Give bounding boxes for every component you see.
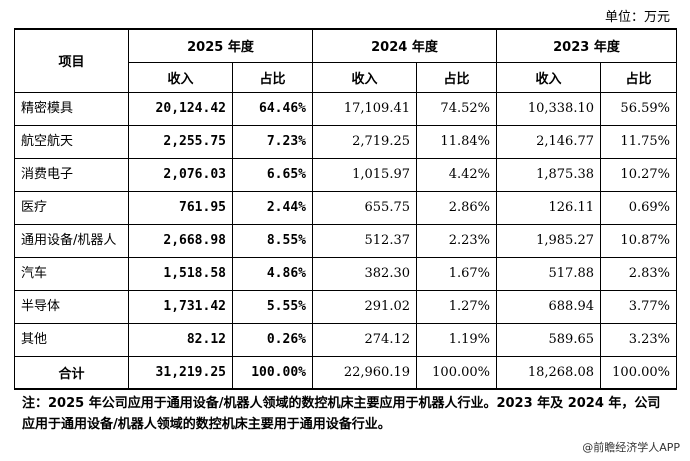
share-2024: 1.19% xyxy=(416,322,497,357)
total-income-2025: 31,219.25 xyxy=(128,355,233,390)
total-share-2023: 100.00% xyxy=(600,355,677,390)
share-2023: 3.23% xyxy=(600,322,677,357)
table-row: 其他 82.12 0.26% 274.12 1.19% 589.65 3.23% xyxy=(14,322,677,357)
share-2023: 3.77% xyxy=(600,289,677,324)
share-2023: 11.75% xyxy=(600,124,677,159)
table-row: 航空航天 2,255.75 7.23% 2,719.25 11.84% 2,14… xyxy=(14,124,677,159)
share-2024: 11.84% xyxy=(416,124,497,159)
row-name: 医疗 xyxy=(14,190,129,225)
income-2024: 1,015.97 xyxy=(312,157,417,192)
header-row-years: 项目 2025 年度 2024 年度 2023 年度 xyxy=(14,28,677,93)
header-year-2025: 2025 年度 xyxy=(128,28,313,63)
income-2024: 2,719.25 xyxy=(312,124,417,159)
total-label: 合计 xyxy=(14,355,129,390)
income-2023: 2,146.77 xyxy=(496,124,601,159)
income-2024: 382.30 xyxy=(312,256,417,291)
share-2025: 5.55% xyxy=(232,289,313,324)
share-2024: 1.27% xyxy=(416,289,497,324)
income-2024: 655.75 xyxy=(312,190,417,225)
income-2025: 2,255.75 xyxy=(128,124,233,159)
header-item: 项目 xyxy=(14,28,129,93)
share-2025: 4.86% xyxy=(232,256,313,291)
income-2023: 10,338.10 xyxy=(496,91,601,126)
total-share-2024: 100.00% xyxy=(416,355,497,390)
row-name: 半导体 xyxy=(14,289,129,324)
header-row-metrics: 收入 占比 收入 占比 收入 占比 xyxy=(15,61,677,93)
income-2025: 2,076.03 xyxy=(128,157,233,192)
total-share-2025: 100.00% xyxy=(232,355,313,390)
table-row: 汽车 1,518.58 4.86% 382.30 1.67% 517.88 2.… xyxy=(14,256,677,291)
income-2025: 82.12 xyxy=(128,322,233,357)
income-2023: 517.88 xyxy=(496,256,601,291)
row-name: 汽车 xyxy=(14,256,129,291)
row-name: 航空航天 xyxy=(14,124,129,159)
table-footnote: 注：2025 年公司应用于通用设备/机器人领域的数控机床主要应用于机器人行业。2… xyxy=(22,396,661,432)
income-2024: 274.12 xyxy=(312,322,417,357)
share-2023: 56.59% xyxy=(600,91,677,126)
income-2025: 1,518.58 xyxy=(128,256,233,291)
share-2025: 8.55% xyxy=(232,223,313,258)
table-row: 精密模具 20,124.42 64.46% 17,109.41 74.52% 1… xyxy=(14,91,677,126)
header-share: 占比 xyxy=(600,61,677,93)
total-row: 合计 31,219.25 100.00% 22,960.19 100.00% 1… xyxy=(14,355,677,390)
share-2023: 10.27% xyxy=(600,157,677,192)
share-2024: 1.67% xyxy=(416,256,497,291)
row-name: 消费电子 xyxy=(14,157,129,192)
income-2023: 1,875.38 xyxy=(496,157,601,192)
share-2025: 6.65% xyxy=(232,157,313,192)
table-row: 通用设备/机器人 2,668.98 8.55% 512.37 2.23% 1,9… xyxy=(14,223,677,258)
share-2024: 4.42% xyxy=(416,157,497,192)
share-2025: 64.46% xyxy=(232,91,313,126)
header-income: 收入 xyxy=(312,61,417,93)
share-2025: 7.23% xyxy=(232,124,313,159)
source-watermark: @前瞻经济学人APP xyxy=(582,441,680,454)
header-income: 收入 xyxy=(496,61,601,93)
row-name: 精密模具 xyxy=(14,91,129,126)
revenue-table: 项目 2025 年度 2024 年度 2023 年度 收入 占比 收入 占比 收… xyxy=(14,28,677,390)
income-2025: 20,124.42 xyxy=(128,91,233,126)
header-share: 占比 xyxy=(232,61,313,93)
table-row: 医疗 761.95 2.44% 655.75 2.86% 126.11 0.69… xyxy=(14,190,677,225)
income-2024: 512.37 xyxy=(312,223,417,258)
income-2023: 126.11 xyxy=(496,190,601,225)
income-2025: 761.95 xyxy=(128,190,233,225)
table-row: 消费电子 2,076.03 6.65% 1,015.97 4.42% 1,875… xyxy=(14,157,677,192)
header-share: 占比 xyxy=(416,61,497,93)
row-name: 其他 xyxy=(14,322,129,357)
row-name: 通用设备/机器人 xyxy=(14,223,129,258)
share-2024: 2.86% xyxy=(416,190,497,225)
table-row: 半导体 1,731.42 5.55% 291.02 1.27% 688.94 3… xyxy=(14,289,677,324)
income-2024: 17,109.41 xyxy=(312,91,417,126)
income-2023: 589.65 xyxy=(496,322,601,357)
share-2023: 10.87% xyxy=(600,223,677,258)
header-year-2024: 2024 年度 xyxy=(312,28,497,63)
income-2023: 688.94 xyxy=(496,289,601,324)
unit-label: 单位：万元 xyxy=(604,10,670,25)
share-2024: 74.52% xyxy=(416,91,497,126)
header-year-2023: 2023 年度 xyxy=(496,28,677,63)
income-2025: 1,731.42 xyxy=(128,289,233,324)
share-2025: 0.26% xyxy=(232,322,313,357)
income-2023: 1,985.27 xyxy=(496,223,601,258)
share-2024: 2.23% xyxy=(416,223,497,258)
total-income-2023: 18,268.08 xyxy=(496,355,601,390)
share-2023: 2.83% xyxy=(600,256,677,291)
income-2024: 291.02 xyxy=(312,289,417,324)
total-income-2024: 22,960.19 xyxy=(312,355,417,390)
income-2025: 2,668.98 xyxy=(128,223,233,258)
share-2023: 0.69% xyxy=(600,190,677,225)
share-2025: 2.44% xyxy=(232,190,313,225)
header-income: 收入 xyxy=(128,61,233,93)
